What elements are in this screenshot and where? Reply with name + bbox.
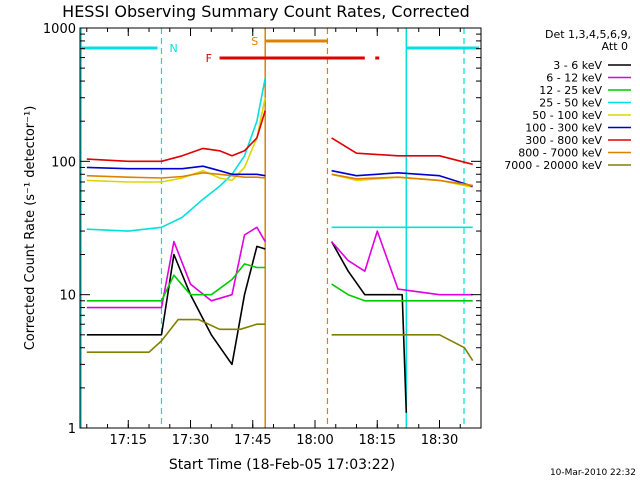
legend-entry-label: 7000 - 20000 keV (504, 159, 602, 172)
flare-point (375, 56, 380, 60)
legend-entry-label: 25 - 50 keV (539, 97, 602, 110)
saa-label: S (251, 35, 258, 48)
legend-entry-label: 800 - 7000 keV (518, 147, 602, 160)
series-line-5 (86, 165, 473, 188)
y-tick-label: 1 (68, 422, 76, 437)
x-tick-label: 18:30 (421, 433, 458, 448)
legend-entry-label: 300 - 800 keV (525, 134, 602, 147)
x-tick-label: 17:15 (110, 433, 147, 448)
series-line-1 (86, 226, 473, 309)
flare-label: F (206, 52, 212, 65)
legend-entry-label: 6 - 12 keV (546, 72, 602, 85)
series-line-3 (86, 78, 473, 232)
y-tick-label: 100 (51, 155, 76, 170)
legend-entry-label: 3 - 6 keV (553, 59, 602, 72)
x-tick-label: 17:45 (234, 433, 271, 448)
series-line-6 (86, 110, 473, 166)
axes: 17:15 17:30 17:45 18:00 18:15 18:30 1 10 100 1000 (43, 22, 482, 448)
legend-entry-label: 100 - 300 keV (525, 122, 602, 135)
night-label: N (169, 42, 177, 55)
series-line-2 (86, 263, 473, 302)
legend-header: Att 0 (602, 40, 628, 53)
series-line-8 (86, 318, 474, 362)
plot-area: N S F (80, 28, 479, 428)
chart-title: HESSI Observing Summary Count Rates, Cor… (62, 2, 470, 21)
x-tick-label: 18:00 (296, 433, 333, 448)
y-axis-label: Corrected Count Rate (s⁻¹ detector⁻¹) (23, 106, 38, 351)
x-tick-label: 17:30 (172, 433, 209, 448)
plot-frame (79, 27, 482, 429)
y-tick-label: 10 (59, 289, 76, 304)
legend-entry-label: 50 - 100 keV (532, 109, 602, 122)
footer-timestamp: 10-Mar-2010 22:32 (550, 468, 636, 478)
y-tick-label: 1000 (43, 22, 76, 37)
series-line-7 (86, 172, 473, 187)
legend-header: Det 1,3,4,5,6,9, (545, 28, 631, 41)
series-line-0 (86, 241, 408, 413)
x-tick-label: 18:15 (359, 433, 396, 448)
x-axis-label: Start Time (18-Feb-05 17:03:22) (169, 457, 395, 473)
legend-entry-label: 12 - 25 keV (539, 84, 602, 97)
